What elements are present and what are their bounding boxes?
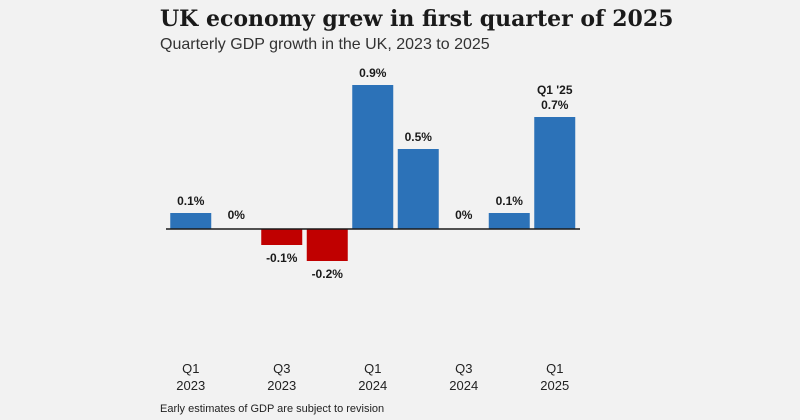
tick-label-quarter: Q1 [182, 361, 199, 376]
x-axis-tick-labels: Q1 2023 Q3 2023 Q1 2024 Q3 2024 Q1 2025 [176, 361, 569, 393]
annotation-label: Q1 '25 [537, 83, 573, 97]
data-label: 0.1% [496, 194, 524, 208]
tick-label-year: 2023 [176, 378, 205, 393]
data-label: 0% [455, 208, 473, 222]
tick-label-quarter: Q1 [546, 361, 563, 376]
data-label: -0.2% [312, 267, 344, 281]
data-label: 0% [228, 208, 246, 222]
tick-label-year: 2024 [358, 378, 387, 393]
data-label: 0.9% [359, 66, 387, 80]
tick-label-quarter: Q1 [364, 361, 381, 376]
chart-footnote: Early estimates of GDP are subject to re… [160, 403, 385, 415]
tick-label-quarter: Q3 [273, 361, 290, 376]
tick-label-year: 2024 [449, 378, 478, 393]
chart-title: UK economy grew in first quarter of 2025 [160, 6, 674, 32]
data-label: 0.5% [405, 130, 433, 144]
bar [170, 213, 212, 229]
bar [534, 117, 576, 229]
data-label: 0.1% [177, 194, 205, 208]
data-labels-group: 0.1% 0% -0.1% -0.2% 0.9% 0.5% 0% 0.1% 0.7%Q1 '25 [177, 66, 573, 281]
bars-group [170, 85, 576, 261]
bar [488, 213, 530, 229]
tick-label-quarter: Q3 [455, 361, 472, 376]
bar [261, 229, 303, 245]
tick-label-year: 2023 [267, 378, 296, 393]
chart-subtitle: Quarterly GDP growth in the UK, 2023 to … [160, 36, 490, 53]
tick-label-year: 2025 [540, 378, 569, 393]
bar [352, 85, 394, 229]
bar [397, 149, 439, 229]
data-label: 0.7% [541, 98, 569, 112]
bar [306, 229, 348, 261]
data-label: -0.1% [266, 251, 298, 265]
